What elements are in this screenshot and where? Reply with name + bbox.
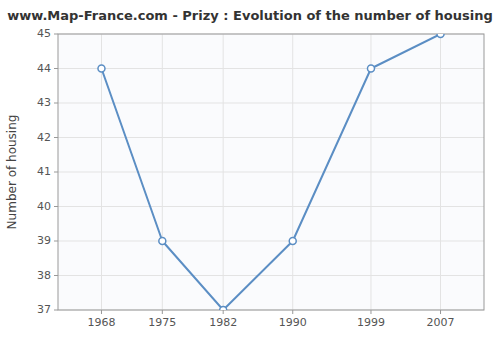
y-tick-label: 45	[37, 27, 51, 40]
y-grid-line	[58, 275, 484, 276]
y-tick-label: 43	[37, 96, 51, 109]
chart-title: www.Map-France.com - Prizy : Evolution o…	[7, 8, 493, 23]
x-tick	[292, 310, 293, 314]
axes: 37 38 39 40 41 42 43 44 45 1968 1975 1982 1990 1999 20…	[37, 27, 455, 329]
y-tick	[54, 241, 58, 242]
y-tick	[54, 310, 58, 311]
x-tick-label: 1975	[148, 316, 176, 329]
x-tick-label: 1982	[209, 316, 237, 329]
point	[437, 34, 444, 38]
y-tick	[54, 172, 58, 173]
x-grid-line	[223, 34, 224, 310]
x-tick-label: 2007	[427, 316, 455, 329]
x-grid-line	[162, 34, 163, 310]
y-tick-label: 42	[37, 131, 51, 144]
x-tick	[223, 310, 224, 314]
y-grid-line	[58, 103, 484, 104]
x-tick-label: 1990	[279, 316, 307, 329]
point	[220, 307, 227, 311]
data-layer	[98, 34, 444, 310]
plot-background	[58, 34, 484, 310]
y-tick-label: 37	[37, 303, 51, 316]
y-tick	[54, 68, 58, 69]
y-tick	[54, 34, 58, 35]
x-grid-line	[101, 34, 102, 310]
y-grid-line	[58, 137, 484, 138]
x-tick-label: 1999	[357, 316, 385, 329]
x-tick	[162, 310, 163, 314]
y-grid-line	[58, 68, 484, 69]
x-tick-label: 1968	[87, 316, 115, 329]
x-tick	[101, 310, 102, 314]
chart-container: 37 38 39 40 41 42 43 44 45 1968 1975 1982 1990 1999 20…	[0, 0, 500, 340]
y-grid-line	[58, 241, 484, 242]
y-grid-line	[58, 172, 484, 173]
y-tick-label: 41	[37, 165, 51, 178]
x-tick	[370, 310, 371, 314]
point	[159, 238, 166, 245]
point	[289, 238, 296, 245]
x-grid-line	[440, 34, 441, 310]
point	[367, 65, 374, 72]
grid	[58, 34, 484, 310]
y-tick	[54, 103, 58, 104]
x-grid-line	[292, 34, 293, 310]
y-tick-label: 38	[37, 269, 51, 282]
y-tick	[54, 275, 58, 276]
plot-frame	[58, 34, 484, 310]
line	[101, 34, 440, 310]
y-tick	[54, 206, 58, 207]
point	[98, 65, 105, 72]
chart-svg: 37 38 39 40 41 42 43 44 45 1968 1975 1982 1990 1999 20…	[0, 0, 500, 340]
x-grid-line	[370, 34, 371, 310]
y-tick-label: 44	[37, 62, 51, 75]
y-axis-label: Number of housing	[5, 115, 19, 230]
y-tick-label: 39	[37, 234, 51, 247]
y-tick	[54, 137, 58, 138]
x-tick	[440, 310, 441, 314]
y-grid-line	[58, 206, 484, 207]
y-tick-label: 40	[37, 200, 51, 213]
